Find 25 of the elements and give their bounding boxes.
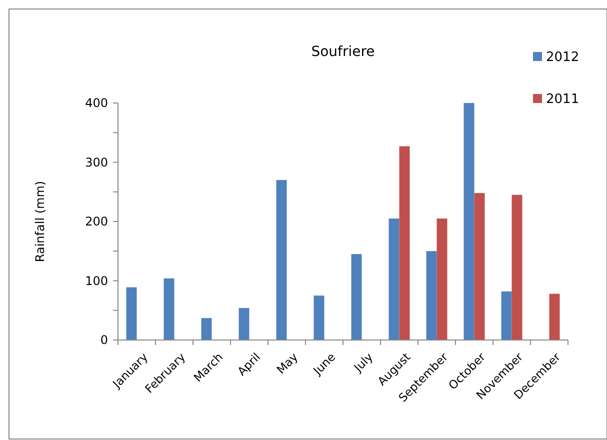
bar bbox=[501, 291, 512, 340]
y-axis-title: Rainfall (mm) bbox=[33, 180, 47, 262]
chart-title: Soufriere bbox=[311, 44, 375, 60]
bar bbox=[426, 251, 437, 340]
bar bbox=[474, 193, 485, 340]
legend-label: 2011 bbox=[546, 92, 580, 107]
bar bbox=[549, 294, 560, 340]
legend-label: 2012 bbox=[546, 50, 580, 65]
bar bbox=[512, 194, 522, 340]
bar bbox=[126, 287, 137, 340]
y-tick-label: 300 bbox=[85, 155, 108, 170]
bar bbox=[399, 146, 410, 340]
bar bbox=[388, 218, 400, 340]
y-tick-label: 400 bbox=[85, 96, 108, 110]
bar bbox=[238, 308, 250, 340]
bar bbox=[164, 278, 174, 340]
bar bbox=[351, 254, 362, 340]
bar bbox=[314, 296, 324, 340]
y-tick-label: 0 bbox=[100, 333, 108, 348]
bar bbox=[201, 318, 212, 340]
bar bbox=[436, 218, 448, 340]
y-tick-label: 200 bbox=[85, 214, 108, 229]
y-tick-label: 100 bbox=[85, 274, 108, 288]
bar bbox=[276, 180, 287, 340]
bar bbox=[464, 103, 474, 340]
